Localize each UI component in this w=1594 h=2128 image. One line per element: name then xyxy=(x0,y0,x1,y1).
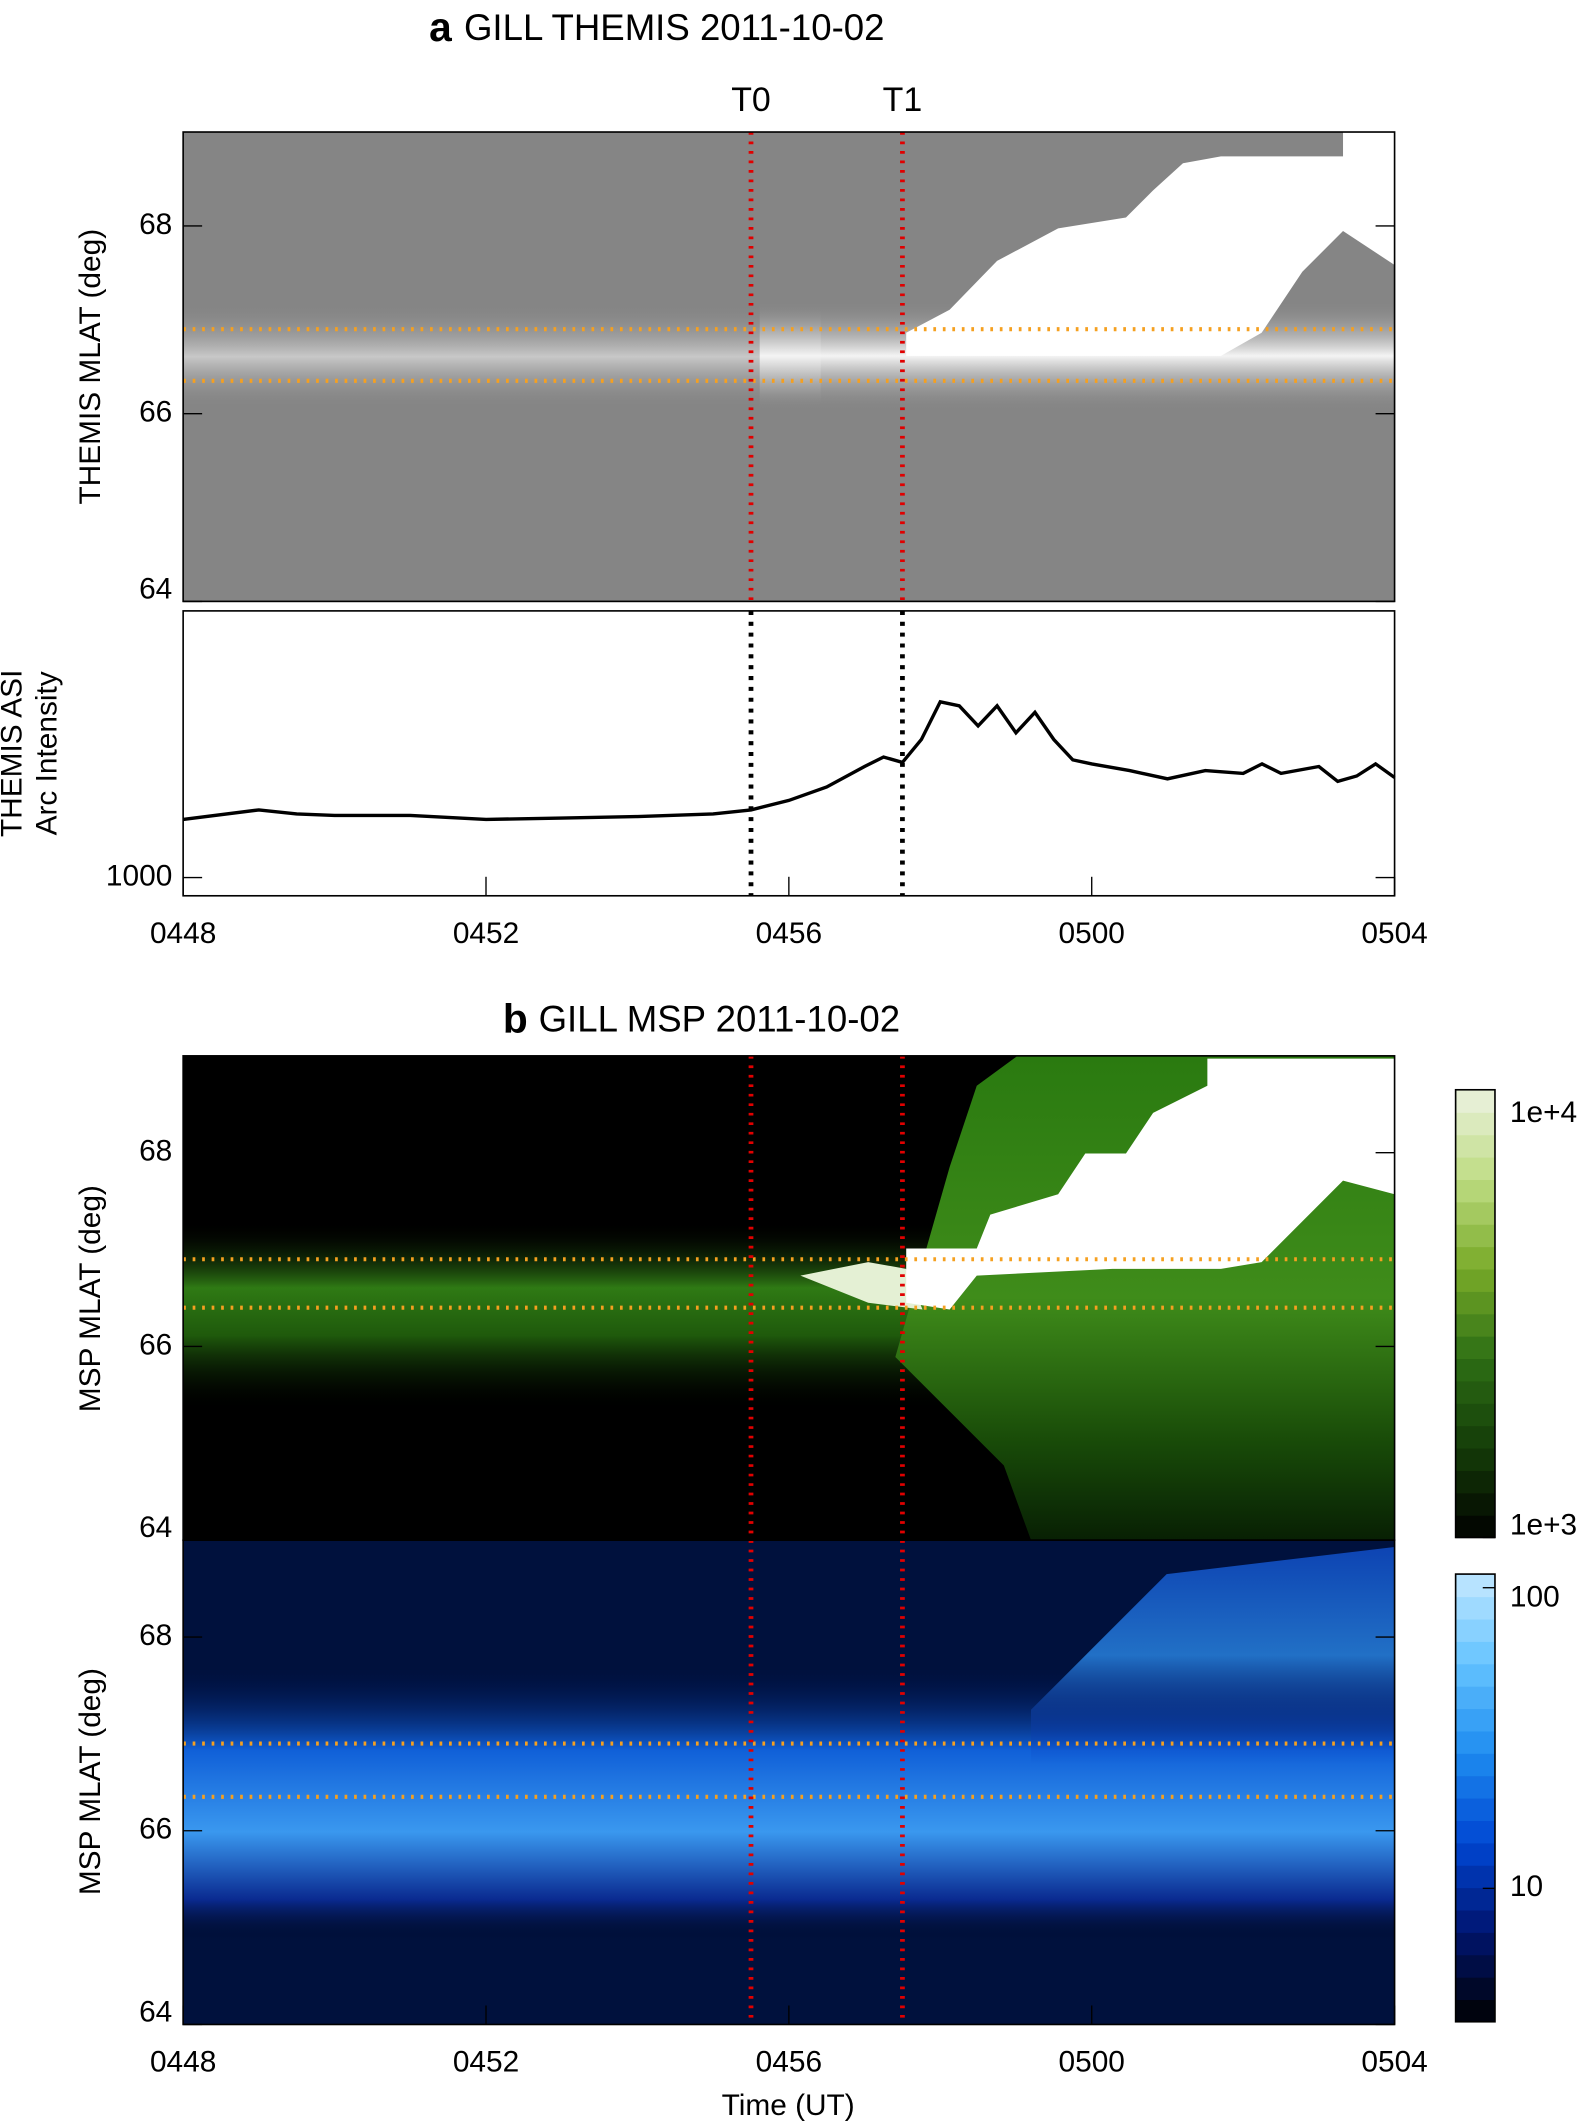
plot-frame xyxy=(182,131,1396,603)
colorbar-step xyxy=(1455,1246,1495,1270)
x-tick-label: 0448 xyxy=(150,2046,216,2079)
y-tick-label: 64 xyxy=(139,572,172,605)
y-tick-label: 66 xyxy=(139,396,172,429)
y-tick-label: 68 xyxy=(139,1619,172,1652)
colorbar-step xyxy=(1455,1492,1495,1516)
colorbar-step xyxy=(1455,1753,1495,1777)
colorbar-step xyxy=(1455,1403,1495,1427)
colorbar-step xyxy=(1455,1932,1495,1956)
colorbar-label: 1e+3 xyxy=(1510,1508,1577,1541)
y-tick-label: 64 xyxy=(139,1995,172,2028)
colorbar-step xyxy=(1455,1224,1495,1248)
y-tick-label: 1000 xyxy=(106,859,172,892)
colorbar-step xyxy=(1455,1425,1495,1449)
colorbar-step xyxy=(1455,1515,1495,1539)
colorbar-step xyxy=(1455,1596,1495,1620)
plot-frame xyxy=(182,610,1396,897)
colorbar-step xyxy=(1455,1842,1495,1866)
x-tick-label: 0456 xyxy=(756,917,822,950)
colorbar-step xyxy=(1455,1618,1495,1642)
colorbar-step xyxy=(1455,1976,1495,2001)
y-tick-label: 66 xyxy=(139,1813,172,1846)
panel-title: GILL THEMIS 2011-10-02 xyxy=(464,7,885,48)
colorbar-step xyxy=(1455,1685,1495,1710)
colorbar-step xyxy=(1455,1358,1495,1382)
colorbar-step xyxy=(1455,1909,1495,1933)
x-tick-label: 0448 xyxy=(150,917,216,950)
colorbar-step xyxy=(1455,1380,1495,1404)
colorbar-step xyxy=(1455,1089,1495,1113)
colorbar-step xyxy=(1455,1291,1495,1315)
colorbar-step xyxy=(1455,1447,1495,1471)
marker-label: T0 xyxy=(731,81,771,119)
colorbar-step xyxy=(1455,1820,1495,1844)
x-tick-label: 0504 xyxy=(1361,917,1427,950)
colorbar-frame xyxy=(1454,1573,1496,2023)
y-axis-label: MSP MLAT (deg) xyxy=(74,1668,107,1895)
colorbar-step xyxy=(1455,1999,1495,2023)
colorbar-step xyxy=(1455,1268,1495,1292)
colorbar-step xyxy=(1455,1663,1495,1687)
colorbar-step xyxy=(1455,1313,1495,1337)
colorbar-label: 10 xyxy=(1510,1870,1543,1903)
colorbar-step xyxy=(1455,1112,1495,1136)
x-tick-label: 0504 xyxy=(1361,2046,1427,2079)
colorbar-step xyxy=(1455,1797,1495,1821)
colorbar-frame xyxy=(1454,1088,1496,1539)
y-axis-label: MSP MLAT (deg) xyxy=(74,1185,107,1412)
panel-title: GILL MSP 2011-10-02 xyxy=(539,999,901,1040)
x-tick-label: 0500 xyxy=(1059,917,1125,950)
colorbar-step xyxy=(1455,1641,1495,1665)
panel-label: a xyxy=(429,4,452,50)
colorbar-step xyxy=(1455,1954,1495,1978)
colorbar-step xyxy=(1455,1335,1495,1360)
colorbar-step xyxy=(1455,1201,1495,1225)
colorbar-step xyxy=(1455,1470,1495,1494)
colorbar-label: 100 xyxy=(1510,1580,1560,1613)
keogram-image xyxy=(183,132,1395,602)
msp-green-image xyxy=(183,1055,1395,1541)
x-axis-label: Time (UT) xyxy=(722,2089,855,2122)
y-tick-label: 64 xyxy=(139,1511,172,1544)
colorbar-step xyxy=(1455,1730,1495,1754)
x-tick-label: 0452 xyxy=(453,2046,519,2079)
panel-label: b xyxy=(503,996,528,1042)
intensity-line xyxy=(182,699,1396,822)
y-tick-label: 68 xyxy=(139,1135,172,1168)
colorbar-step xyxy=(1455,1887,1495,1911)
msp-blue-image xyxy=(183,1540,1395,2025)
y-tick-label: 68 xyxy=(139,208,172,241)
colorbar-step xyxy=(1455,1156,1495,1180)
y-axis-label: Arc Intensity xyxy=(31,671,64,835)
x-tick-label: 0500 xyxy=(1059,2046,1125,2079)
colorbar-step xyxy=(1455,1134,1495,1158)
y-tick-label: 66 xyxy=(139,1328,172,1361)
colorbar-label: 1e+4 xyxy=(1510,1096,1577,1129)
y-axis-label: THEMIS MLAT (deg) xyxy=(74,229,107,505)
marker-label: T1 xyxy=(883,81,923,119)
colorbar-step xyxy=(1455,1574,1495,1598)
y-axis-label: THEMIS ASI xyxy=(0,670,28,837)
x-tick-label: 0452 xyxy=(453,917,519,950)
x-tick-label: 0456 xyxy=(756,2046,822,2079)
colorbar-step xyxy=(1455,1708,1495,1732)
colorbar-step xyxy=(1455,1865,1495,1889)
colorbar-step xyxy=(1455,1775,1495,1799)
colorbar-step xyxy=(1455,1179,1495,1203)
